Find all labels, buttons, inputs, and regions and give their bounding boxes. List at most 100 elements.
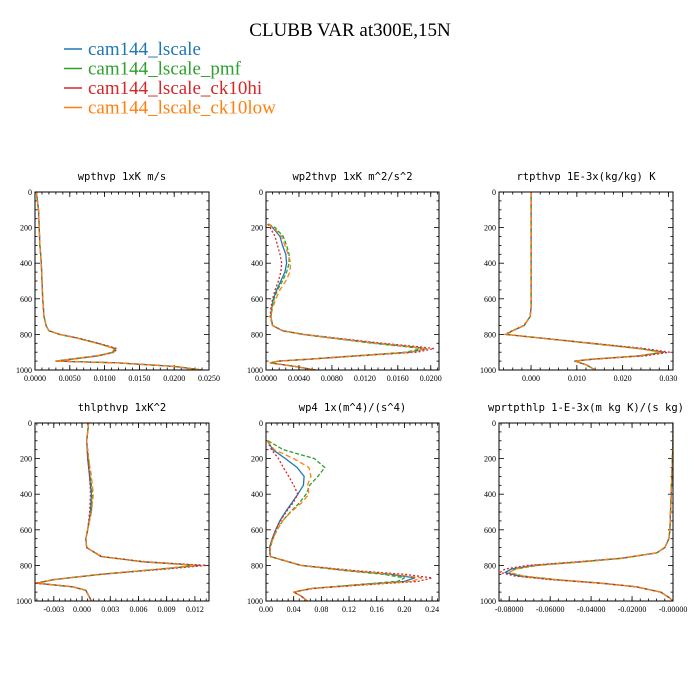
panel-title: wpthvp 1xK m/s bbox=[78, 171, 167, 183]
x-tick-label: -0.003 bbox=[43, 605, 64, 614]
x-tick-label: 0.000 bbox=[522, 374, 540, 383]
series-line-cam144_lscale_pmf bbox=[35, 192, 203, 370]
series-line-cam144_lscale bbox=[36, 423, 201, 601]
x-tick-label: 0.0150 bbox=[128, 374, 150, 383]
y-tick-label: 0 bbox=[28, 419, 32, 428]
x-tick-label: 0.012 bbox=[186, 605, 204, 614]
y-tick-label: 400 bbox=[484, 490, 496, 499]
series-line-cam144_lscale_ck10hi bbox=[35, 192, 203, 370]
y-tick-label: 0 bbox=[492, 419, 496, 428]
x-tick-label: -0.00000 bbox=[659, 605, 688, 614]
series-line-cam144_lscale_ck10low bbox=[37, 423, 197, 601]
y-tick-label: 1000 bbox=[480, 366, 496, 375]
figure-title: CLUBB VAR at300E,15N bbox=[249, 20, 451, 41]
series-line-cam144_lscale bbox=[266, 440, 416, 601]
legend-entry-label: cam144_lscale_ck10low bbox=[88, 98, 276, 119]
y-tick-label: 800 bbox=[20, 330, 32, 339]
plot-frame bbox=[265, 191, 440, 371]
y-tick-label: 600 bbox=[484, 295, 496, 304]
y-tick-label: 1000 bbox=[247, 597, 263, 606]
x-tick-label: 0.0160 bbox=[387, 374, 409, 383]
chart-panel: wp2thvp 1xK m^2/s^2020040060080010000.00… bbox=[247, 171, 442, 383]
y-tick-label: 800 bbox=[484, 561, 496, 570]
series-line-cam144_lscale_pmf bbox=[508, 423, 673, 601]
chart-panel: wprtpthlp 1-E-3x(m kg K)/(s kg) 0 200 400 60… bbox=[480, 402, 687, 614]
panel-title: thlpthvp 1xK^2 bbox=[78, 402, 167, 414]
y-tick-label: 400 bbox=[251, 259, 263, 268]
plot-frame bbox=[265, 422, 440, 602]
panel-title: rtpthvp 1E-3x(kg/kg) K bbox=[516, 171, 656, 183]
x-tick-label: 0.010 bbox=[568, 374, 586, 383]
x-tick-label: 0.0100 bbox=[94, 374, 116, 383]
series-line-cam144_lscale_ck10low bbox=[266, 440, 423, 601]
panel-title: wp4 1x(m^4)/(s^4) bbox=[299, 402, 406, 414]
y-tick-label: 200 bbox=[484, 455, 496, 464]
y-tick-label: 800 bbox=[484, 330, 496, 339]
plot-frame bbox=[34, 191, 210, 371]
x-tick-label: 0.20 bbox=[397, 605, 411, 614]
legend-entry-label: cam144_lscale_pmf bbox=[88, 59, 242, 80]
x-tick-label: 0.0080 bbox=[321, 374, 343, 383]
legend-entry-label: cam144_lscale_ck10hi bbox=[88, 78, 262, 99]
series-group bbox=[504, 192, 670, 370]
y-tick-label: 200 bbox=[251, 224, 263, 233]
series-group bbox=[35, 423, 207, 601]
series-line-cam144_lscale_ck10hi bbox=[267, 223, 435, 370]
series-line-cam144_lscale bbox=[504, 423, 673, 601]
chart-panel: thlpthvp 1xK^2 0 200 400 600 800 1000 -0.003 0.0… bbox=[16, 402, 210, 614]
x-tick-label: 0.006 bbox=[129, 605, 147, 614]
x-tick-label: 0.00 bbox=[259, 605, 273, 614]
x-tick-label: 0.04 bbox=[287, 605, 301, 614]
y-tick-label: 800 bbox=[251, 330, 263, 339]
legend-entry-label: cam144_lscale bbox=[88, 39, 201, 60]
series-line-cam144_lscale bbox=[268, 223, 428, 370]
x-tick-label: 0.16 bbox=[370, 605, 384, 614]
y-tick-label: 1000 bbox=[480, 597, 496, 606]
x-tick-label: -0.02000 bbox=[618, 605, 647, 614]
series-line-cam144_lscale_ck10hi bbox=[266, 440, 433, 601]
plot-frame bbox=[34, 422, 210, 602]
y-tick-label: 800 bbox=[20, 561, 32, 570]
y-tick-label: 600 bbox=[251, 526, 263, 535]
series-line-cam144_lscale_pmf bbox=[37, 423, 198, 601]
y-tick-label: 600 bbox=[20, 295, 32, 304]
x-tick-label: 0.0000 bbox=[255, 374, 277, 383]
y-tick-label: 200 bbox=[20, 224, 32, 233]
x-tick-label: 0.000 bbox=[73, 605, 91, 614]
y-tick-label: 400 bbox=[251, 490, 263, 499]
series-line-cam144_lscale_ck10hi bbox=[35, 423, 207, 601]
y-tick-label: 600 bbox=[20, 526, 32, 535]
x-tick-label: -0.04000 bbox=[577, 605, 606, 614]
y-tick-label: 600 bbox=[251, 295, 263, 304]
x-tick-label: 0.0040 bbox=[288, 374, 310, 383]
panel-title: wp2thvp 1xK m^2/s^2 bbox=[292, 171, 412, 183]
x-tick-label: 0.020 bbox=[614, 374, 632, 383]
x-tick-label: 0.24 bbox=[425, 605, 439, 614]
x-tick-label: 0.0250 bbox=[198, 374, 220, 383]
panel-title: wprtpthlp 1-E-3x(m kg K)/(s kg) bbox=[488, 402, 684, 414]
series-group bbox=[499, 423, 673, 601]
series-group bbox=[35, 192, 203, 370]
x-tick-label: 0.0200 bbox=[163, 374, 185, 383]
y-tick-label: 200 bbox=[251, 455, 263, 464]
series-group bbox=[267, 223, 435, 370]
x-tick-label: 0.0120 bbox=[354, 374, 376, 383]
series-line-cam144_lscale_ck10low bbox=[35, 192, 203, 370]
x-tick-label: 0.0200 bbox=[420, 374, 442, 383]
y-tick-label: 1000 bbox=[16, 597, 32, 606]
x-tick-label: 0.030 bbox=[659, 374, 677, 383]
plot-frame bbox=[498, 191, 674, 371]
x-tick-label: 0.12 bbox=[342, 605, 356, 614]
y-tick-label: 400 bbox=[20, 259, 32, 268]
y-tick-label: 600 bbox=[484, 526, 496, 535]
series-line-cam144_lscale_ck10low bbox=[508, 423, 673, 601]
x-tick-label: 0.0000 bbox=[24, 374, 46, 383]
legend: cam144_lscalecam144_lscale_pmfcam144_lsc… bbox=[64, 39, 276, 119]
x-tick-label: 0.009 bbox=[158, 605, 176, 614]
y-tick-label: 400 bbox=[484, 259, 496, 268]
y-tick-label: 0 bbox=[259, 419, 263, 428]
series-line-cam144_lscale_ck10low bbox=[505, 192, 662, 370]
